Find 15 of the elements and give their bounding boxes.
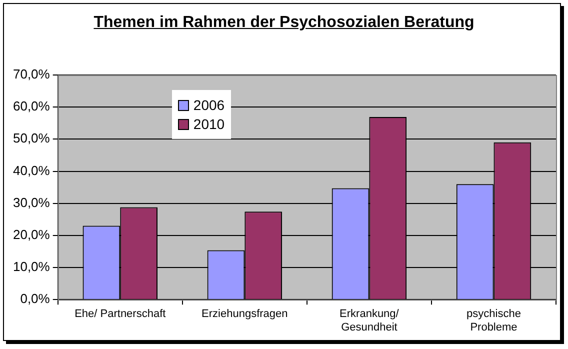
- legend-label: 2010: [193, 116, 225, 132]
- y-tick-label: 20,0%: [12, 227, 50, 242]
- y-tick-label: 40,0%: [12, 162, 50, 178]
- y-tick-label: 30,0%: [12, 194, 50, 210]
- x-tick-label: Erziehungsfragen: [202, 308, 288, 320]
- legend-label: 2006: [193, 97, 225, 113]
- y-tick-label: 70,0%: [12, 66, 50, 82]
- y-tick-label: 10,0%: [12, 259, 50, 274]
- x-tick-label: Erkrankung/ Gesundheit: [340, 308, 400, 334]
- y-tick-label: 50,0%: [12, 130, 50, 146]
- x-tick-label: psychische Probleme: [466, 308, 521, 334]
- x-tick-label: Ehe/ Partnerschaft: [74, 308, 166, 320]
- chart-title: Themen im Rahmen der Psychosozialen Beratung: [92, 14, 476, 32]
- y-tick-label: 60,0%: [12, 98, 50, 114]
- y-tick-label: 0,0%: [20, 291, 50, 306]
